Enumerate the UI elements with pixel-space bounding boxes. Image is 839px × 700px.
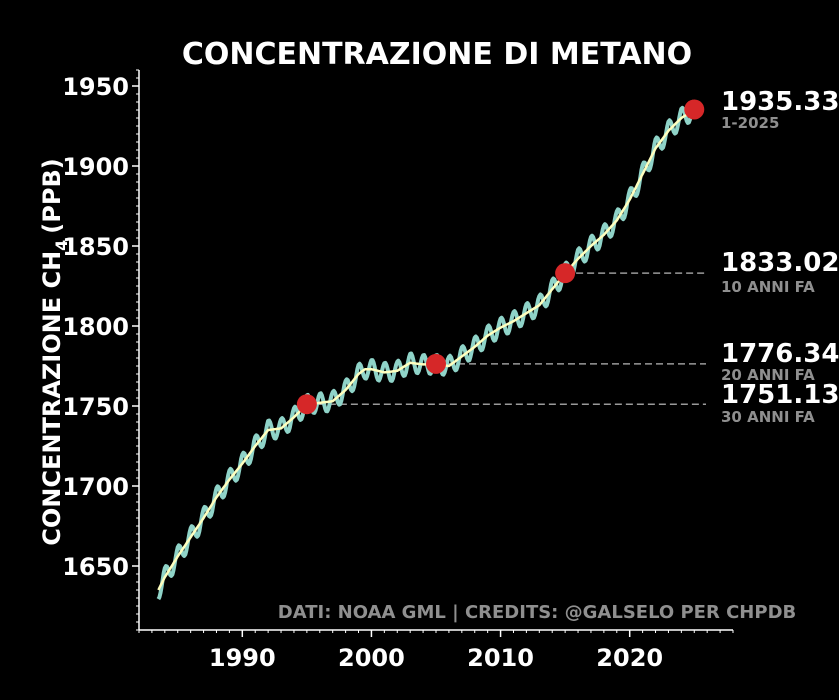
y-axis-label-subscript: 4 — [52, 240, 71, 251]
y-tick-label: 1800 — [62, 313, 129, 341]
x-tick-label: 2020 — [596, 644, 663, 672]
series-lines — [156, 99, 697, 601]
annotation-marker — [555, 263, 576, 284]
annotation-sublabel: 20 ANNI FA — [721, 366, 815, 384]
annotation-value: 1935.33 — [721, 87, 839, 117]
y-axis-label-unit: (PPB) — [38, 158, 66, 233]
y-axis-ticks: 1650 1700 1750 1800 1850 1900 1950 — [62, 69, 139, 631]
x-tick-label: 1990 — [209, 644, 276, 672]
x-axis-ticks: 1990 2000 2010 2020 — [138, 630, 734, 672]
annotation-markers — [296, 99, 705, 415]
y-tick-label: 1850 — [62, 233, 129, 261]
monthly-concentration-line — [156, 99, 697, 601]
y-axis-label-text: CONCENTRAZIONE CH — [38, 251, 66, 546]
annotation-marker — [296, 394, 317, 415]
annotation-marker — [426, 353, 446, 374]
annotation-sublabel: 1-2025 — [721, 114, 779, 132]
chart-axes — [138, 70, 733, 631]
x-tick-label: 2000 — [338, 644, 405, 672]
annotation-value: 1776.34 — [721, 339, 839, 369]
y-tick-label: 1900 — [62, 153, 129, 181]
annotation-sublabel: 30 ANNI FA — [721, 408, 815, 426]
chart-title: CONCENTRAZIONE DI METANO — [182, 37, 692, 72]
y-axis-label: CONCENTRAZIONE CH4 (PPB) — [38, 158, 71, 545]
y-tick-label: 1700 — [62, 473, 129, 501]
trend-line — [157, 108, 695, 591]
y-tick-label: 1750 — [62, 393, 129, 421]
reference-lines — [306, 272, 706, 405]
annotation-marker — [684, 99, 705, 120]
credits-text: DATI: NOAA GML | CREDITS: @GALSELO PER C… — [278, 602, 796, 623]
annotation-sublabel: 10 ANNI FA — [721, 278, 815, 296]
x-tick-label: 2010 — [467, 644, 534, 672]
annotation-value: 1751.13 — [721, 380, 839, 410]
y-tick-label: 1650 — [62, 553, 129, 581]
y-tick-label: 1950 — [62, 73, 129, 101]
annotation-value: 1833.02 — [721, 248, 839, 278]
